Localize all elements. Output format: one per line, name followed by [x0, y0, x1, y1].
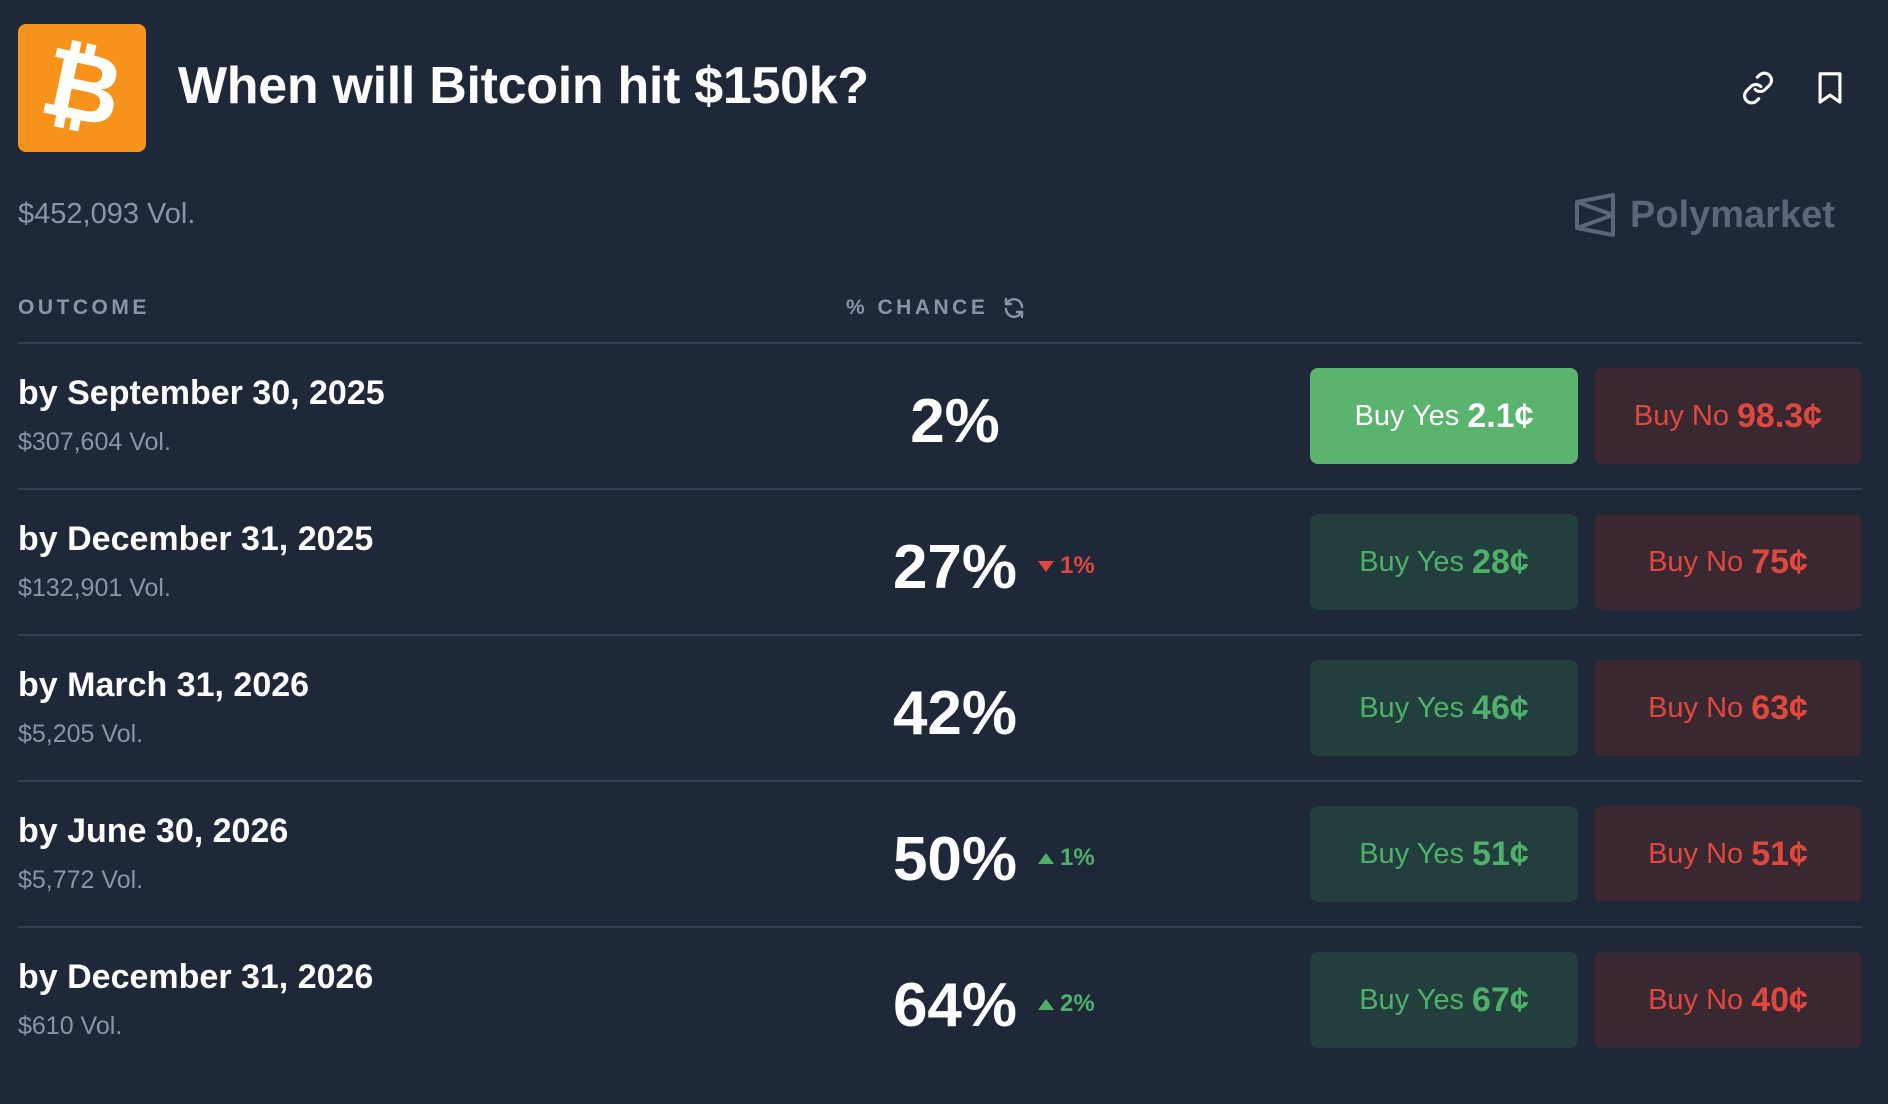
buy-no-button[interactable]: Buy No 40¢: [1594, 952, 1862, 1048]
outcome-label: by December 31, 2025: [18, 520, 374, 558]
outcome-label: by March 31, 2026: [18, 666, 310, 704]
buy-no-price: 98.3¢: [1737, 396, 1823, 435]
buy-yes-button[interactable]: Buy Yes 51¢: [1310, 806, 1578, 902]
buy-no-label: Buy No: [1648, 983, 1744, 1016]
outcome-row[interactable]: by March 31, 2026 $5,205 Vol. 42% Buy Yes 46…: [18, 636, 1862, 782]
brand-name: Polymarket: [1630, 193, 1835, 236]
change-value: 1%: [1060, 844, 1095, 871]
outcome-volume: $5,772 Vol.: [18, 866, 144, 894]
buy-no-label: Buy No: [1648, 837, 1744, 870]
market-title: When will Bitcoin hit $150k?: [178, 57, 869, 115]
buy-no-label: Buy No: [1648, 545, 1744, 578]
outcome-list: by September 30, 2025 $307,604 Vol. 2% Buy …: [18, 342, 1862, 1074]
change-indicator: 1%: [1038, 552, 1095, 580]
buy-no-button[interactable]: Buy No 98.3¢: [1594, 368, 1862, 464]
triangle-up-icon: [1038, 998, 1054, 1010]
outcome-chance: 64%: [892, 971, 1018, 1040]
change-indicator: 1%: [1038, 844, 1095, 872]
buy-yes-label: Buy Yes: [1359, 545, 1465, 578]
outcome-row[interactable]: by December 31, 2026 $610 Vol. 64% 2% Buy Ye…: [18, 928, 1862, 1074]
bookmark-icon[interactable]: [1810, 68, 1850, 108]
outcome-row[interactable]: by June 30, 2026 $5,772 Vol. 50% 1% Buy Yes 5…: [18, 782, 1862, 928]
buy-no-price: 40¢: [1751, 980, 1808, 1019]
outcome-label: by September 30, 2025: [18, 374, 385, 412]
outcome-chance: 2%: [910, 387, 1000, 456]
outcome-chance: 50%: [892, 825, 1018, 894]
change-indicator: 2%: [1038, 990, 1095, 1018]
chance-column-header: % CHANCE: [846, 296, 1026, 320]
buy-no-price: 75¢: [1751, 542, 1808, 581]
buy-yes-label: Buy Yes: [1359, 691, 1465, 724]
outcome-row[interactable]: by December 31, 2025 $132,901 Vol. 27% 1% Bu…: [18, 490, 1862, 636]
buy-yes-button[interactable]: Buy Yes 46¢: [1310, 660, 1578, 756]
polymarket-brand: Polymarket: [1574, 192, 1835, 238]
buy-yes-button[interactable]: Buy Yes 28¢: [1310, 514, 1578, 610]
triangle-down-icon: [1038, 560, 1054, 572]
change-value: 2%: [1060, 990, 1095, 1017]
buy-no-button[interactable]: Buy No 63¢: [1594, 660, 1862, 756]
buy-no-label: Buy No: [1648, 691, 1744, 724]
outcome-volume: $610 Vol.: [18, 1012, 123, 1040]
svg-text:₿: ₿: [40, 38, 124, 138]
total-volume: $452,093 Vol.: [18, 198, 196, 230]
buy-yes-price: 51¢: [1472, 834, 1529, 873]
outcome-label: by June 30, 2026: [18, 812, 289, 850]
outcome-chance: 42%: [892, 679, 1018, 748]
buy-yes-price: 46¢: [1472, 688, 1529, 727]
outcome-label: by December 31, 2026: [18, 958, 374, 996]
outcome-row[interactable]: by September 30, 2025 $307,604 Vol. 2% Buy …: [18, 344, 1862, 490]
change-value: 1%: [1060, 552, 1095, 579]
polymarket-logo-icon: [1575, 193, 1615, 237]
outcome-chance: 27%: [892, 533, 1018, 602]
bitcoin-logo-icon: ₿: [18, 24, 146, 152]
buy-no-price: 63¢: [1751, 688, 1808, 727]
buy-no-label: Buy No: [1633, 399, 1729, 432]
buy-yes-button[interactable]: Buy Yes 67¢: [1310, 952, 1578, 1048]
outcome-volume: $307,604 Vol.: [18, 428, 171, 456]
outcome-column-header: OUTCOME: [18, 296, 150, 319]
outcome-volume: $132,901 Vol.: [18, 574, 171, 602]
refresh-icon[interactable]: [1002, 296, 1026, 320]
buy-yes-button[interactable]: Buy Yes 2.1¢: [1310, 368, 1578, 464]
buy-yes-price: 2.1¢: [1467, 396, 1534, 435]
buy-yes-price: 67¢: [1472, 980, 1529, 1019]
buy-yes-label: Buy Yes: [1354, 399, 1460, 432]
triangle-up-icon: [1038, 852, 1054, 864]
buy-yes-label: Buy Yes: [1359, 983, 1465, 1016]
buy-no-price: 51¢: [1751, 834, 1808, 873]
outcome-volume: $5,205 Vol.: [18, 720, 144, 748]
buy-no-button[interactable]: Buy No 51¢: [1594, 806, 1862, 902]
link-icon[interactable]: [1738, 68, 1778, 108]
buy-yes-label: Buy Yes: [1359, 837, 1465, 870]
buy-no-button[interactable]: Buy No 75¢: [1594, 514, 1862, 610]
buy-yes-price: 28¢: [1472, 542, 1529, 581]
